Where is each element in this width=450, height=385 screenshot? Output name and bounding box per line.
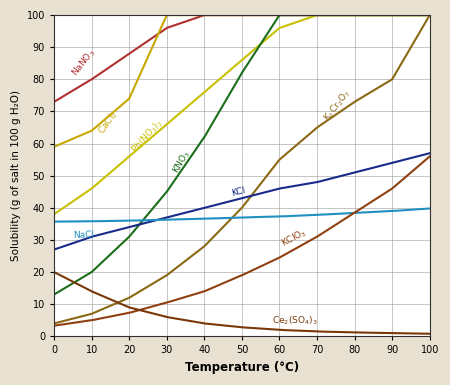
X-axis label: Temperature (°C): Temperature (°C)	[185, 361, 299, 374]
Text: NaCl: NaCl	[73, 230, 94, 240]
Text: KClO$_3$: KClO$_3$	[279, 226, 310, 249]
Text: KCl: KCl	[230, 186, 247, 198]
Text: NaNO$_3$: NaNO$_3$	[69, 47, 99, 79]
Text: Ce$_2$(SO$_4$)$_3$: Ce$_2$(SO$_4$)$_3$	[272, 314, 318, 326]
Text: KNO$_3$: KNO$_3$	[171, 147, 194, 176]
Y-axis label: Solubility (g of salt in 100 g H₂O): Solubility (g of salt in 100 g H₂O)	[11, 90, 21, 261]
Text: Pb(NO$_3$)$_2$: Pb(NO$_3$)$_2$	[129, 117, 166, 156]
Text: K$_2$Cr$_2$O$_7$: K$_2$Cr$_2$O$_7$	[321, 87, 354, 124]
Text: CaCl$_2$: CaCl$_2$	[95, 109, 121, 137]
